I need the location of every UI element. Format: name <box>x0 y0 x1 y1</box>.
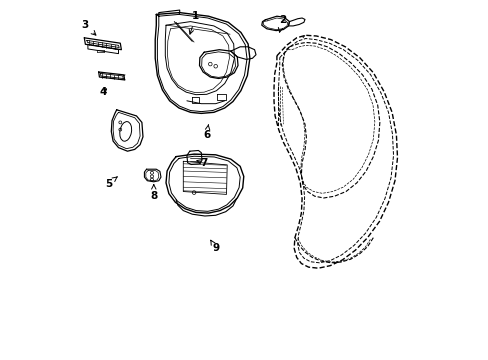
Text: 7: 7 <box>197 158 207 168</box>
Text: 9: 9 <box>210 240 219 253</box>
Text: 6: 6 <box>203 125 210 140</box>
Text: 5: 5 <box>104 177 117 189</box>
Text: 3: 3 <box>81 20 96 35</box>
Text: 4: 4 <box>100 87 107 97</box>
Text: 1: 1 <box>189 11 199 34</box>
Text: 8: 8 <box>150 185 157 201</box>
Text: 2: 2 <box>278 15 285 32</box>
